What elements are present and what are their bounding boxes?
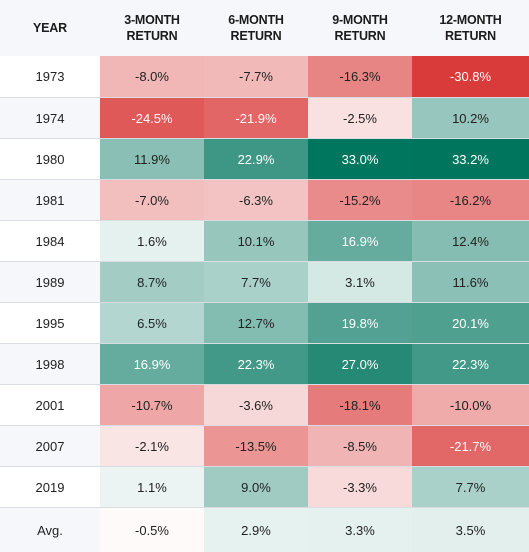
return-cell: 11.9% (100, 139, 204, 179)
year-cell: 2007 (35, 438, 65, 454)
return-cell: -13.5% (204, 426, 308, 466)
header-year: YEAR (33, 21, 67, 35)
return-cell: -7.0% (100, 180, 204, 220)
return-cell: -10.0% (412, 385, 529, 425)
year-cell: 1998 (35, 356, 65, 372)
table-row: 2019 1.1% 9.0% -3.3% 7.7% (0, 466, 529, 507)
return-cell: 12.4% (412, 221, 529, 261)
return-cell: -3.3% (308, 467, 412, 507)
return-cell: -16.3% (308, 56, 412, 97)
return-cell: 1.1% (100, 467, 204, 507)
return-cell: 27.0% (308, 344, 412, 384)
return-cell: 3.1% (308, 262, 412, 302)
return-cell: -21.7% (412, 426, 529, 466)
header-return-1: 3-MONTH RETURN (124, 13, 180, 43)
year-cell: 1995 (35, 315, 65, 331)
return-cell: -3.6% (204, 385, 308, 425)
return-cell: -8.0% (100, 56, 204, 97)
year-cell: 1974 (35, 110, 65, 126)
table-header: YEAR 3-MONTH RETURN 6-MONTH RETURN 9-MONTH … (0, 0, 529, 56)
return-cell: 7.7% (204, 262, 308, 302)
return-cell: 22.9% (204, 139, 308, 179)
return-cell: -2.1% (100, 426, 204, 466)
return-cell: 33.2% (412, 139, 529, 179)
return-cell: 3.3% (308, 508, 412, 552)
return-cell: 16.9% (308, 221, 412, 261)
year-cell: 2001 (35, 397, 65, 413)
return-cell: 10.2% (412, 98, 529, 138)
return-cell: 20.1% (412, 303, 529, 343)
return-cell: 12.7% (204, 303, 308, 343)
return-cell: 2.9% (204, 508, 308, 552)
return-cell: -24.5% (100, 98, 204, 138)
return-cell: 11.6% (412, 262, 529, 302)
return-cell: 16.9% (100, 344, 204, 384)
year-cell: 1973 (35, 69, 65, 84)
return-cell: 9.0% (204, 467, 308, 507)
year-cell: Avg. (37, 522, 63, 538)
table-row: 1989 8.7% 7.7% 3.1% 11.6% (0, 261, 529, 302)
return-cell: -2.5% (308, 98, 412, 138)
return-cell: -7.7% (204, 56, 308, 97)
return-cell: -16.2% (412, 180, 529, 220)
table-row: 2001 -10.7% -3.6% -18.1% -10.0% (0, 384, 529, 425)
return-cell: 19.8% (308, 303, 412, 343)
return-cell: -15.2% (308, 180, 412, 220)
table-row: 1980 11.9% 22.9% 33.0% 33.2% (0, 138, 529, 179)
table-row: 1995 6.5% 12.7% 19.8% 20.1% (0, 302, 529, 343)
table-row: 1973 -8.0% -7.7% -16.3% -30.8% (0, 56, 529, 97)
return-cell: 8.7% (100, 262, 204, 302)
return-cell: -0.5% (100, 508, 204, 552)
table-row: 1998 16.9% 22.3% 27.0% 22.3% (0, 343, 529, 384)
return-cell: -21.9% (204, 98, 308, 138)
table-row: 1984 1.6% 10.1% 16.9% 12.4% (0, 220, 529, 261)
return-cell: -30.8% (412, 56, 529, 97)
return-cell: -10.7% (100, 385, 204, 425)
return-cell: 7.7% (412, 467, 529, 507)
table-row: Avg. -0.5% 2.9% 3.3% 3.5% (0, 507, 529, 552)
year-cell: 2019 (35, 479, 65, 495)
return-cell: 22.3% (412, 344, 529, 384)
year-cell: 1981 (35, 192, 65, 208)
header-return-4: 12-MONTH RETURN (439, 13, 502, 43)
return-cell: -8.5% (308, 426, 412, 466)
return-cell: -6.3% (204, 180, 308, 220)
return-cell: 10.1% (204, 221, 308, 261)
return-cell: 6.5% (100, 303, 204, 343)
table-row: 2007 -2.1% -13.5% -8.5% -21.7% (0, 425, 529, 466)
year-cell: 1984 (35, 233, 65, 249)
table-row: 1981 -7.0% -6.3% -15.2% -16.2% (0, 179, 529, 220)
return-cell: 33.0% (308, 139, 412, 179)
header-return-2: 6-MONTH RETURN (228, 13, 284, 43)
return-cell: -18.1% (308, 385, 412, 425)
return-cell: 3.5% (412, 508, 529, 552)
header-return-3: 9-MONTH RETURN (332, 13, 388, 43)
year-cell: 1980 (35, 151, 65, 167)
year-cell: 1989 (35, 274, 65, 290)
return-cell: 22.3% (204, 344, 308, 384)
table-row: 1974 -24.5% -21.9% -2.5% 10.2% (0, 97, 529, 138)
return-cell: 1.6% (100, 221, 204, 261)
